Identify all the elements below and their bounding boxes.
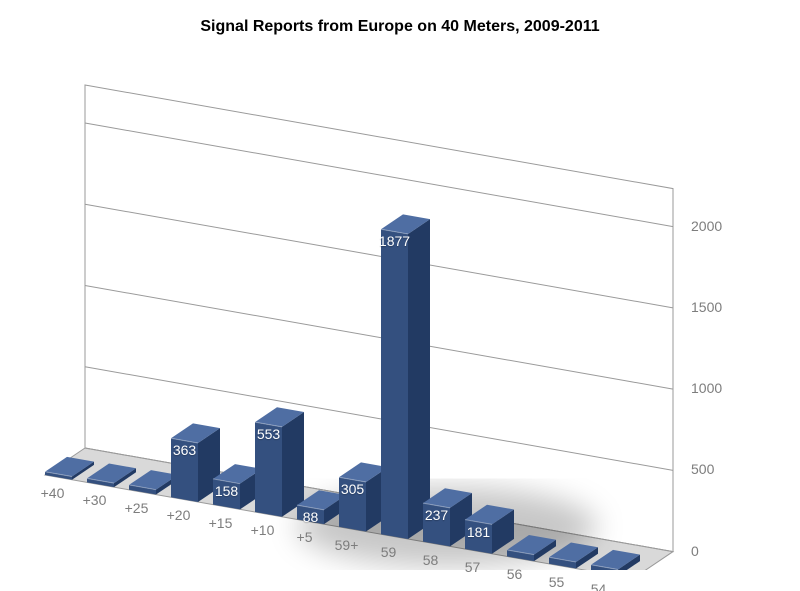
chart-svg xyxy=(30,80,770,570)
x-tick-label: +30 xyxy=(83,492,107,508)
y-tick-label: 500 xyxy=(691,461,714,477)
x-tick-label: 59+ xyxy=(335,537,359,553)
x-tick-label: 59 xyxy=(381,544,397,560)
x-tick-label: +25 xyxy=(125,500,149,516)
y-tick-label: 1000 xyxy=(691,380,722,396)
bar-value-label: 181 xyxy=(467,524,490,540)
x-tick-label: +10 xyxy=(251,522,275,538)
x-tick-label: 56 xyxy=(507,566,523,582)
chart-title: Signal Reports from Europe on 40 Meters,… xyxy=(0,18,800,36)
x-tick-label: 57 xyxy=(465,559,481,575)
chart-container: Signal Reports from Europe on 40 Meters,… xyxy=(0,0,800,591)
y-tick-label: 0 xyxy=(691,543,699,559)
x-tick-label: 54 xyxy=(591,581,607,591)
x-tick-label: +20 xyxy=(167,507,191,523)
x-tick-label: +15 xyxy=(209,515,233,531)
x-tick-label: 55 xyxy=(549,574,565,590)
bar-value-label: 158 xyxy=(215,483,238,499)
x-tick-label: 58 xyxy=(423,552,439,568)
y-tick-label: 2000 xyxy=(691,218,722,234)
x-tick-label: +5 xyxy=(297,529,313,545)
bar-value-label: 1877 xyxy=(379,233,410,249)
bar-value-label: 363 xyxy=(173,442,196,458)
bar-value-label: 305 xyxy=(341,481,364,497)
x-tick-label: +40 xyxy=(41,485,65,501)
y-tick-label: 1500 xyxy=(691,299,722,315)
bar-value-label: 237 xyxy=(425,507,448,523)
bar-value-label: 88 xyxy=(303,509,319,525)
chart-stage: 0 500 1000 1500 2000 +40 +30 +25 363 +20 158 +15 553… xyxy=(30,80,770,570)
bar-value-label: 553 xyxy=(257,426,280,442)
